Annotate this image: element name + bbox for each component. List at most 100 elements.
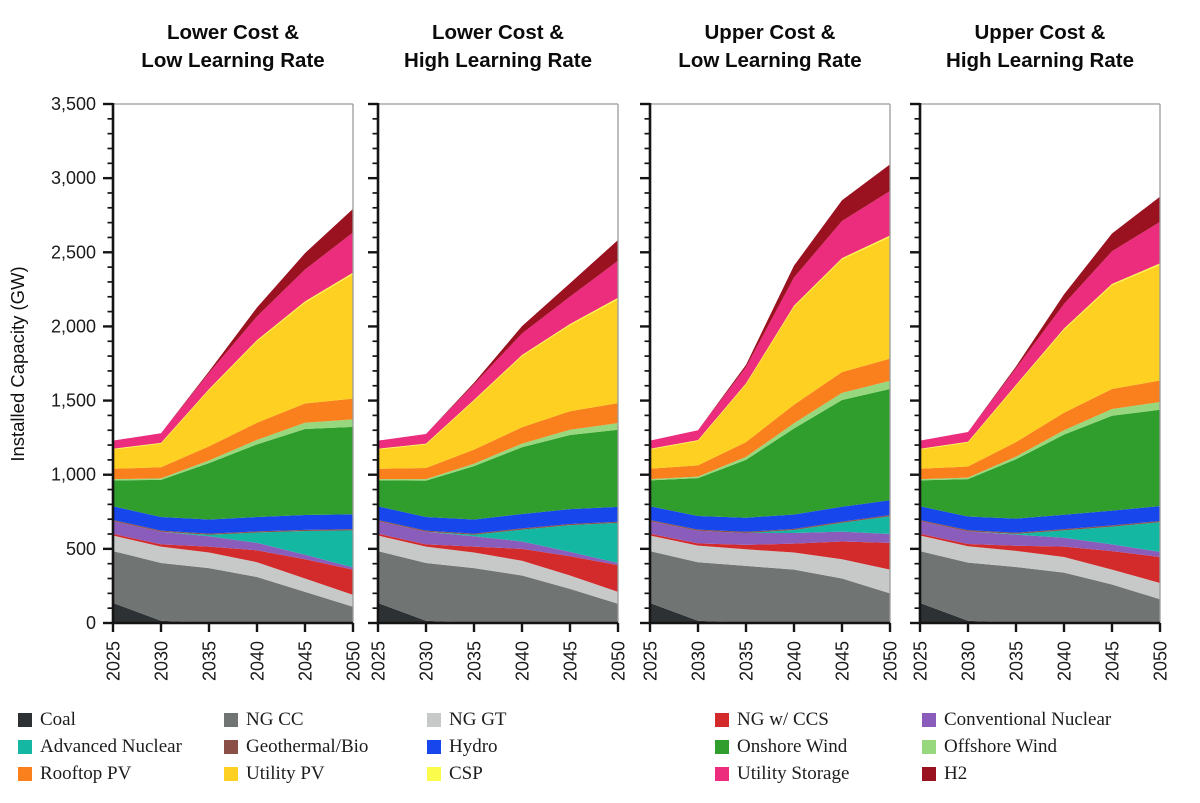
area-utility-storage xyxy=(650,191,890,449)
x-tick-label: 2045 xyxy=(833,641,853,681)
panel-upper-cost-low-learning-rate: 2025 2030 2035 2040 2045 2050 Upper Cost & Low … xyxy=(640,21,901,681)
area-utility-storage xyxy=(920,221,1160,449)
legend-label-utility-storage: Utility Storage xyxy=(737,763,850,784)
area-ng-gt xyxy=(650,535,890,594)
panel-upper-cost-high-learning-rate: 2025 2030 2035 2040 2045 2050 Upper Cost & High… xyxy=(910,21,1171,681)
title-line-1: Upper Cost & xyxy=(705,21,836,44)
legend-column-2: NG CC Geothermal/Bio Utility PV xyxy=(224,706,368,787)
legend-column-3: NG GT Hydro CSP xyxy=(427,706,507,787)
legend-item-ng-gt: NG GT xyxy=(427,706,507,733)
x-tick-label: 2025 xyxy=(369,641,389,681)
y-tick-label: 500 xyxy=(66,539,96,559)
title-line-1: Lower Cost & xyxy=(167,21,299,44)
legend-label-csp: CSP xyxy=(449,763,483,784)
legend-item-csp: CSP xyxy=(427,760,507,787)
area-hydro xyxy=(920,506,1160,533)
legend-item-ng-cc: NG CC xyxy=(224,706,368,733)
legend-item-rooftop-pv: Rooftop PV xyxy=(18,760,182,787)
legend-label-ng-gt: NG GT xyxy=(449,709,507,730)
area-ng-w-ccs xyxy=(378,533,618,592)
x-tick-label: 2045 xyxy=(561,641,581,681)
legend-item-geothermal-bio: Geothermal/Bio xyxy=(224,733,368,760)
area-ng-cc xyxy=(378,551,618,623)
area-advanced-nuclear xyxy=(113,521,353,568)
x-tick-label: 2030 xyxy=(689,641,709,681)
legend-label-advanced-nuclear: Advanced Nuclear xyxy=(40,736,182,757)
area-offshore-wind xyxy=(113,419,353,481)
legend-label-coal: Coal xyxy=(40,709,76,730)
legend-swatch-onshore-wind xyxy=(715,739,729,754)
area-ng-w-ccs xyxy=(650,533,890,570)
x-tick-label: 2045 xyxy=(296,641,316,681)
legend-column-1: Coal Advanced Nuclear Rooftop PV xyxy=(18,706,182,787)
x-tick-label: 2025 xyxy=(641,641,661,681)
legend-swatch-hydro xyxy=(427,739,441,754)
x-tick-label: 2030 xyxy=(417,641,437,681)
y-tick-label: 1,500 xyxy=(51,391,96,411)
y-tick-label: 2,000 xyxy=(51,316,96,336)
area-rooftop-pv xyxy=(650,358,890,480)
panel-lower-cost-low-learning-rate: 2025 2030 2035 2040 2045 2050 Lower Cost & Low … xyxy=(7,21,364,681)
area-ng-w-ccs xyxy=(920,533,1160,583)
area-geothermal-bio xyxy=(920,519,1160,534)
area-ng-cc xyxy=(920,551,1160,623)
area-rooftop-pv xyxy=(378,403,618,480)
legend-label-onshore-wind: Onshore Wind xyxy=(737,736,848,757)
area-coal xyxy=(650,602,890,623)
area-advanced-nuclear xyxy=(920,521,1160,552)
x-tick-label: 2045 xyxy=(1103,641,1123,681)
y-tick-label: 0 xyxy=(86,613,96,633)
area-onshore-wind xyxy=(650,389,890,518)
legend-item-utility-storage: Utility Storage xyxy=(715,760,849,787)
legend-label-geothermal-bio: Geothermal/Bio xyxy=(246,736,369,757)
title-line-1: Lower Cost & xyxy=(432,21,564,44)
legend-swatch-geothermal-bio xyxy=(224,739,238,754)
legend-swatch-offshore-wind xyxy=(922,739,936,754)
area-offshore-wind xyxy=(650,380,890,481)
area-hydro xyxy=(378,506,618,534)
legend-swatch-csp xyxy=(427,766,441,781)
area-offshore-wind xyxy=(378,423,618,481)
legend-swatch-utility-storage xyxy=(715,766,729,781)
area-ng-gt xyxy=(920,535,1160,600)
title-line-2: High Learning Rate xyxy=(946,49,1134,72)
legend-label-ng-w-ccs: NG w/ CCS xyxy=(737,709,829,730)
area-conventional-nuclear xyxy=(113,521,353,570)
area-advanced-nuclear xyxy=(650,516,890,535)
area-geothermal-bio xyxy=(378,519,618,535)
legend-item-coal: Coal xyxy=(18,706,182,733)
x-tick-label: 2040 xyxy=(248,641,268,681)
legend-item-advanced-nuclear: Advanced Nuclear xyxy=(18,733,182,760)
title-line-2: Low Learning Rate xyxy=(141,49,324,72)
area-onshore-wind xyxy=(378,429,618,520)
area-advanced-nuclear xyxy=(378,521,618,563)
title-line-2: Low Learning Rate xyxy=(678,49,861,72)
area-onshore-wind xyxy=(920,409,1160,519)
x-tick-label: 2035 xyxy=(1007,641,1027,681)
y-tick-label: 3,500 xyxy=(51,94,96,114)
x-tick-label: 2040 xyxy=(513,641,533,681)
area-utility-storage xyxy=(378,260,618,449)
x-tick-label: 2025 xyxy=(911,641,931,681)
legend-swatch-h2 xyxy=(922,766,936,781)
x-tick-label: 2025 xyxy=(104,641,124,681)
legend-item-utility-pv: Utility PV xyxy=(224,760,368,787)
legend-item-hydro: Hydro xyxy=(427,733,507,760)
legend-column-5: Conventional Nuclear Offshore Wind H2 xyxy=(922,706,1111,787)
area-conventional-nuclear xyxy=(920,521,1160,558)
legend-item-offshore-wind: Offshore Wind xyxy=(922,733,1111,760)
area-hydro xyxy=(650,500,890,532)
x-tick-label: 2050 xyxy=(881,641,901,681)
area-offshore-wind xyxy=(920,402,1160,481)
area-utility-pv xyxy=(113,274,353,469)
area-rooftop-pv xyxy=(113,398,353,480)
area-h2 xyxy=(920,196,1160,441)
x-tick-label: 2035 xyxy=(200,641,220,681)
area-utility-pv xyxy=(378,299,618,469)
legend-swatch-conventional-nuclear xyxy=(922,712,936,727)
legend-swatch-advanced-nuclear xyxy=(18,739,32,754)
legend-swatch-rooftop-pv xyxy=(18,766,32,781)
legend-item-onshore-wind: Onshore Wind xyxy=(715,733,849,760)
title-line-2: High Learning Rate xyxy=(404,49,592,72)
area-ng-cc xyxy=(650,551,890,623)
